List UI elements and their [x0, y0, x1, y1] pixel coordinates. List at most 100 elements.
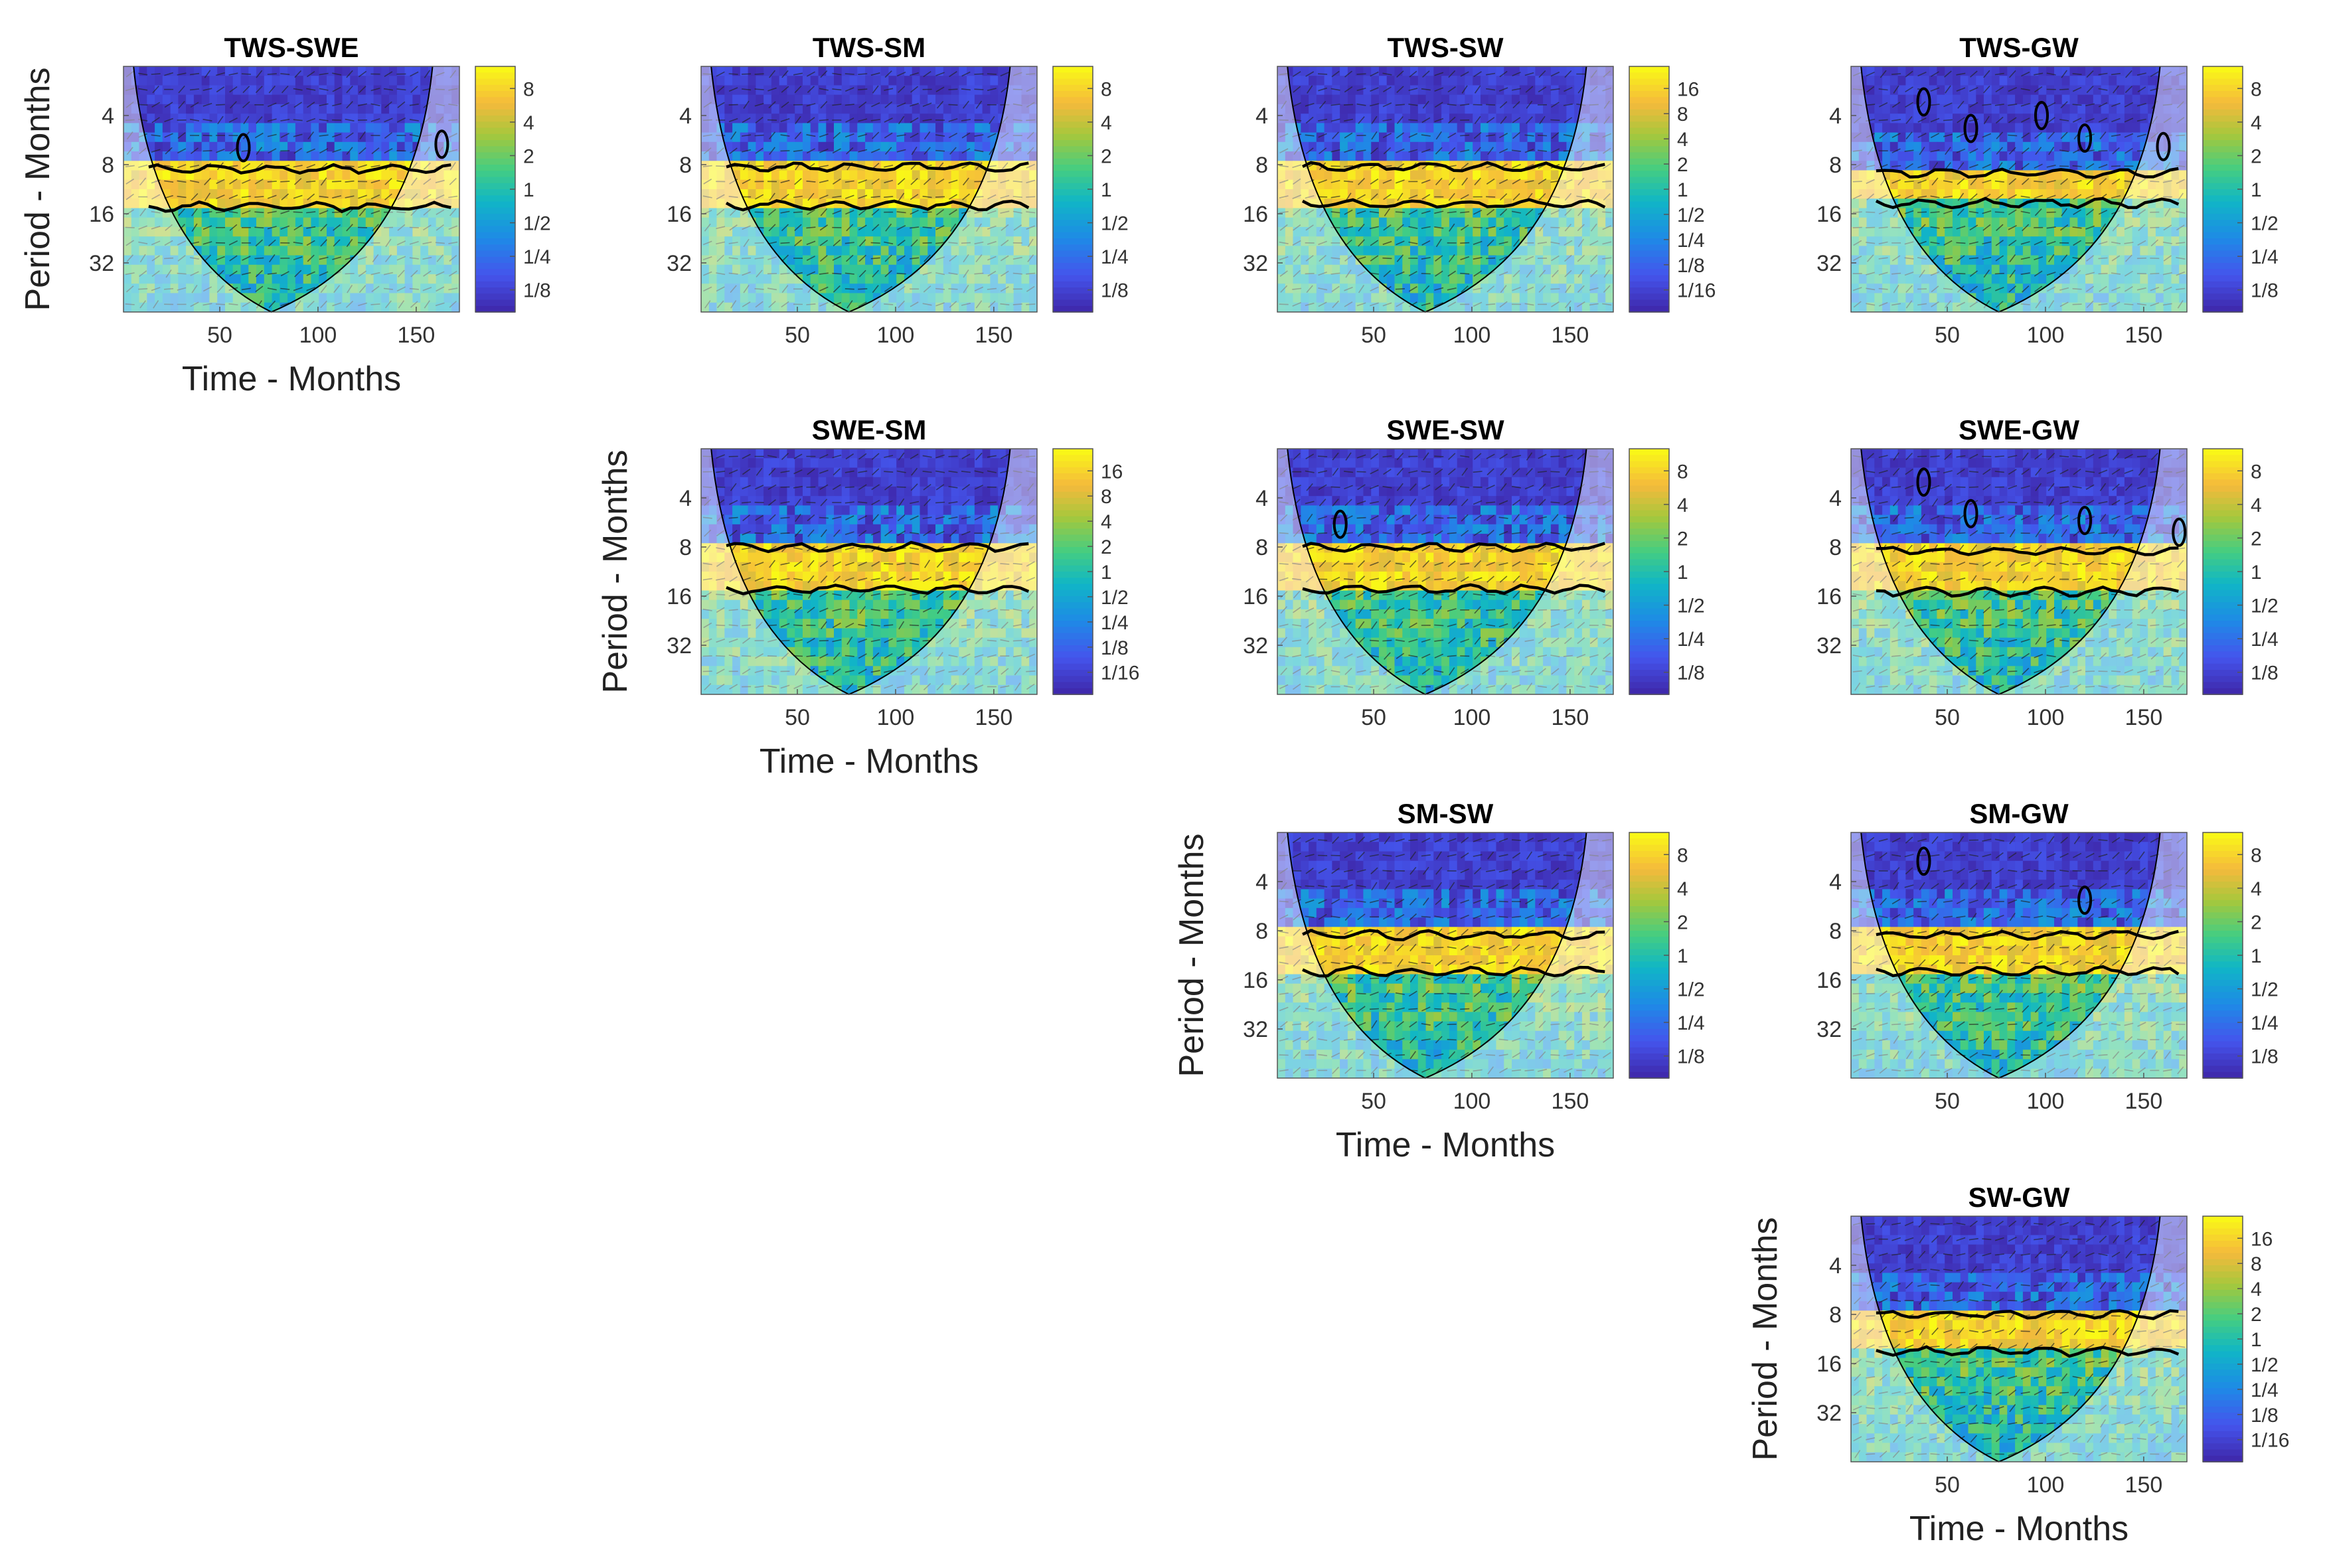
- heatmap-cell: [303, 114, 312, 124]
- heatmap-cell: [1960, 189, 1969, 199]
- heatmap-cell: [443, 246, 453, 256]
- heatmap-cell: [131, 141, 140, 152]
- heatmap-cell: [920, 189, 929, 199]
- heatmap-cell: [2085, 161, 2094, 171]
- colorbar-tick-label: 1/8: [1677, 255, 1705, 277]
- heatmap-cell: [217, 132, 226, 143]
- colorbar-tick-label: 1: [1101, 179, 1112, 201]
- colorbar-segment: [1053, 165, 1093, 172]
- heatmap-cell: [209, 246, 218, 256]
- colorbar-segment: [1053, 195, 1093, 202]
- heatmap-cell: [147, 66, 155, 76]
- heatmap-cell: [264, 226, 273, 237]
- heatmap-cell: [217, 217, 226, 228]
- heatmap-cell: [178, 123, 187, 133]
- heatmap-cell: [2109, 85, 2117, 96]
- heatmap-cell: [1897, 141, 1907, 152]
- heatmap-cell: [131, 255, 140, 266]
- y-tick-label: 8: [102, 153, 114, 178]
- heatmap-cell: [771, 302, 780, 312]
- heatmap-cell: [818, 94, 827, 105]
- heatmap-cell: [334, 179, 343, 190]
- heatmap-cell: [436, 217, 445, 228]
- heatmap-cell: [982, 217, 991, 228]
- heatmap-cell: [1433, 217, 1442, 228]
- heatmap-cell: [904, 246, 913, 256]
- heatmap-cell: [327, 66, 335, 76]
- heatmap-cell: [1355, 132, 1364, 143]
- heatmap-cell: [396, 66, 406, 76]
- heatmap-cell: [1029, 264, 1037, 275]
- heatmap-cell: [373, 104, 382, 114]
- heatmap-cell: [303, 132, 312, 143]
- heatmap-cell: [1543, 85, 1552, 96]
- heatmap-cell: [1866, 94, 1876, 105]
- heatmap-cell: [1433, 179, 1442, 190]
- heatmap-cell: [319, 76, 327, 86]
- heatmap-cell: [1363, 236, 1372, 247]
- heatmap-cell: [209, 85, 218, 96]
- heatmap-cell: [982, 104, 991, 114]
- heatmap-cell: [209, 189, 218, 199]
- heatmap-cell: [2077, 104, 2086, 114]
- heatmap-cell: [412, 94, 421, 105]
- heatmap-cell: [1929, 179, 1938, 190]
- colorbar-segment: [1629, 189, 1669, 196]
- colorbar-segment: [1053, 226, 1093, 233]
- heatmap-cell: [998, 170, 1006, 181]
- heatmap-cell: [912, 458, 921, 469]
- heatmap-cell: [389, 85, 398, 96]
- heatmap-cell: [272, 94, 281, 105]
- heatmap-cell: [1999, 66, 2008, 76]
- x-tick-label: 150: [398, 323, 436, 348]
- heatmap-cell: [2061, 114, 2071, 124]
- heatmap-cell: [123, 246, 132, 256]
- heatmap-cell: [232, 246, 242, 256]
- heatmap-cell: [389, 236, 398, 247]
- heatmap-cell: [334, 94, 343, 105]
- heatmap-cell: [2069, 246, 2079, 256]
- heatmap-cell: [1968, 236, 1977, 247]
- heatmap-cell: [201, 170, 210, 181]
- heatmap-cell: [201, 208, 210, 218]
- heatmap-cell: [1417, 274, 1427, 285]
- heatmap-cell: [350, 198, 359, 209]
- colorbar-segment: [1629, 299, 1669, 307]
- heatmap-cell: [389, 114, 398, 124]
- heatmap-cell: [1953, 94, 1961, 105]
- heatmap-cell: [1425, 283, 1435, 294]
- heatmap-cell: [311, 66, 319, 76]
- heatmap-cell: [2093, 123, 2102, 133]
- heatmap-cell: [1953, 114, 1961, 124]
- heatmap-cell: [872, 189, 882, 199]
- heatmap-cell: [311, 302, 319, 312]
- heatmap-cell: [872, 283, 882, 294]
- heatmap-cell: [708, 198, 718, 209]
- colorbar-segment: [475, 140, 515, 147]
- heatmap-cell: [1905, 76, 1914, 86]
- heatmap-cell: [849, 283, 858, 294]
- heatmap-cell: [1394, 246, 1404, 256]
- heatmap-cell: [342, 94, 351, 105]
- heatmap-cell: [1496, 94, 1505, 105]
- heatmap-cell: [904, 141, 913, 152]
- heatmap-cell: [272, 283, 281, 294]
- heatmap-cell: [740, 217, 749, 228]
- heatmap-cell: [342, 246, 351, 256]
- heatmap-cell: [865, 179, 874, 190]
- heatmap-cell: [2022, 76, 2032, 86]
- heatmap-cell: [155, 66, 163, 76]
- heatmap-cell: [935, 246, 944, 256]
- heatmap-cell: [256, 85, 265, 96]
- heatmap-cell: [787, 141, 795, 152]
- heatmap-cell: [436, 189, 445, 199]
- heatmap-cell: [350, 85, 359, 96]
- heatmap-cell: [912, 293, 921, 303]
- heatmap-cell: [1425, 189, 1435, 199]
- heatmap-cell: [1921, 123, 1930, 133]
- heatmap-cell: [170, 132, 179, 143]
- heatmap-cells: [123, 66, 459, 312]
- heatmap-cell: [139, 76, 148, 86]
- heatmap-cell: [272, 151, 281, 162]
- heatmap-cell: [1913, 179, 1922, 190]
